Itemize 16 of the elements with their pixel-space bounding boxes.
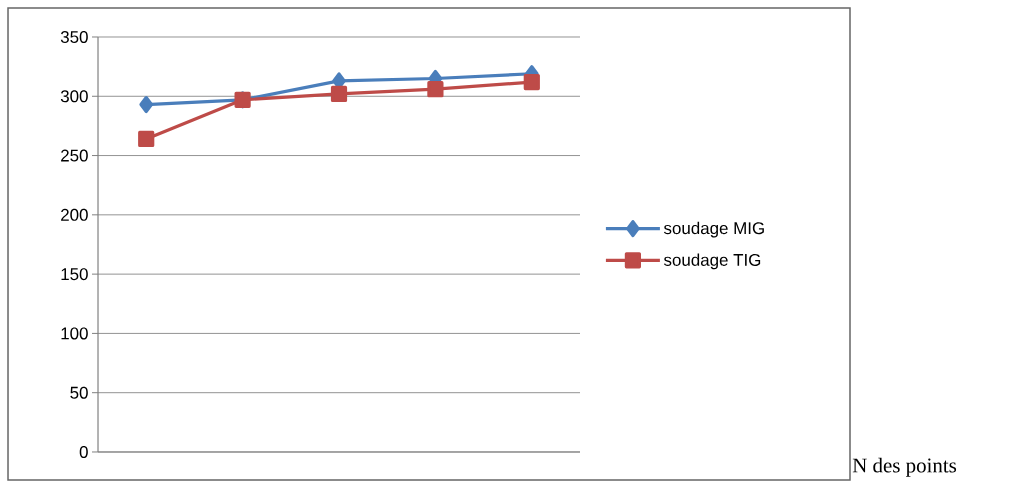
point	[330, 85, 348, 102]
legend-label: soudage TIG	[663, 253, 761, 270]
y-tick-label: 250	[61, 149, 88, 162]
y-tick-label: 50	[70, 386, 88, 399]
text: N des points	[852, 457, 957, 477]
y-tick-label: 100	[61, 327, 88, 340]
y-tick-label: 0	[79, 445, 88, 458]
point	[138, 130, 155, 148]
y-tick-label: 300	[60, 90, 88, 103]
point	[427, 81, 444, 98]
legend-label: soudage MIG	[663, 221, 764, 238]
y-tick-label: 350	[60, 30, 88, 43]
point	[523, 73, 540, 91]
point	[139, 95, 154, 114]
y-tick-label: 200	[61, 208, 88, 221]
y-tick-label: 150	[61, 268, 88, 281]
